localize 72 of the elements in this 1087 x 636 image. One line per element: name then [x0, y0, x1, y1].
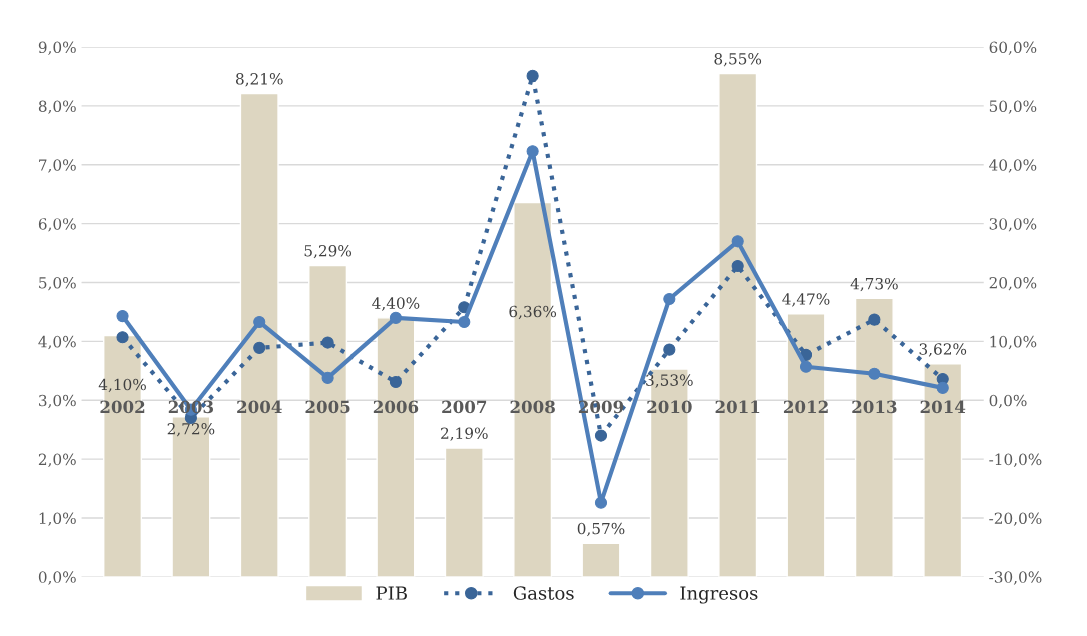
point — [458, 315, 471, 329]
point — [594, 496, 608, 509]
y-tick-label: 0,0% — [38, 571, 76, 585]
y2-tick-label: 20,0% — [989, 276, 1037, 291]
legend-label: Ingresos — [680, 586, 758, 604]
data-label: 4,10% — [98, 378, 146, 393]
point — [868, 367, 881, 380]
data-label: 0,57% — [577, 522, 625, 537]
point — [868, 313, 881, 326]
data-label: 3,53% — [646, 374, 693, 388]
data-label: 4,47% — [782, 293, 830, 307]
point — [663, 343, 676, 356]
data-label: 5,29% — [304, 244, 352, 259]
y-tick-label: 2,0% — [38, 453, 76, 468]
x-tick-label: 2007 — [442, 400, 487, 414]
bar — [581, 542, 621, 577]
y2-tick-label: 60,0% — [989, 41, 1037, 55]
y2-tick-label: -20,0% — [989, 512, 1042, 526]
data-label: 4,73% — [850, 277, 898, 292]
x-tick-label: 2002 — [100, 400, 145, 414]
legend-label: Gastos — [513, 586, 574, 600]
y-tick-label: 7,0% — [39, 159, 76, 173]
y-tick-label: 6,0% — [38, 218, 76, 232]
x-tick-label: 2006 — [373, 400, 419, 414]
y2-tick-label: 30,0% — [989, 218, 1037, 232]
point — [253, 315, 266, 329]
y-tick-label: 4,0% — [38, 335, 76, 350]
bar — [376, 317, 416, 577]
bar — [786, 313, 826, 577]
data-label: 8,21% — [235, 73, 283, 87]
x-tick-label: 2013 — [852, 400, 897, 414]
data-label: 6,36% — [509, 305, 557, 320]
point — [389, 311, 403, 324]
y2-tick-label: -30,0% — [989, 571, 1042, 585]
x-tick-label: 2004 — [237, 400, 282, 414]
point — [389, 375, 403, 389]
point — [526, 145, 539, 158]
data-label: 8,55% — [714, 53, 762, 67]
point — [663, 292, 676, 306]
y2-tick-label: -10,0% — [989, 453, 1042, 468]
data-label: 3,62% — [919, 343, 967, 357]
point — [594, 429, 608, 442]
legend-label: PIB — [376, 586, 407, 600]
point — [321, 371, 334, 384]
x-tick-label: 2005 — [305, 400, 350, 414]
y2-tick-label: 50,0% — [989, 100, 1037, 114]
y-tick-label: 9,0% — [38, 41, 76, 55]
point — [321, 336, 334, 349]
point — [731, 235, 744, 248]
point — [253, 341, 266, 354]
point — [936, 381, 949, 394]
data-label: 4,40% — [372, 297, 420, 311]
y-tick-label: 3,0% — [39, 394, 76, 409]
x-tick-label: 2014 — [920, 400, 966, 414]
data-label: 2,72% — [167, 423, 215, 437]
point — [526, 69, 539, 82]
x-tick-label: 2012 — [783, 400, 828, 414]
x-tick-label: 2011 — [715, 400, 760, 414]
y2-tick-label: 0,0% — [989, 394, 1027, 409]
point — [116, 310, 129, 323]
y-tick-label: 5,0% — [39, 276, 76, 291]
point — [799, 360, 813, 373]
data-label: 2,19% — [441, 427, 488, 441]
y2-tick-label: 40,0% — [989, 159, 1037, 173]
y2-tick-label: 10,0% — [990, 335, 1037, 350]
point — [731, 259, 744, 273]
y-tick-label: 8,0% — [38, 100, 76, 114]
x-tick-label: 2010 — [647, 400, 692, 414]
x-tick-label: 2008 — [510, 400, 555, 414]
bar — [444, 447, 484, 577]
y-tick-label: 1,0% — [39, 512, 76, 526]
point — [116, 331, 129, 344]
